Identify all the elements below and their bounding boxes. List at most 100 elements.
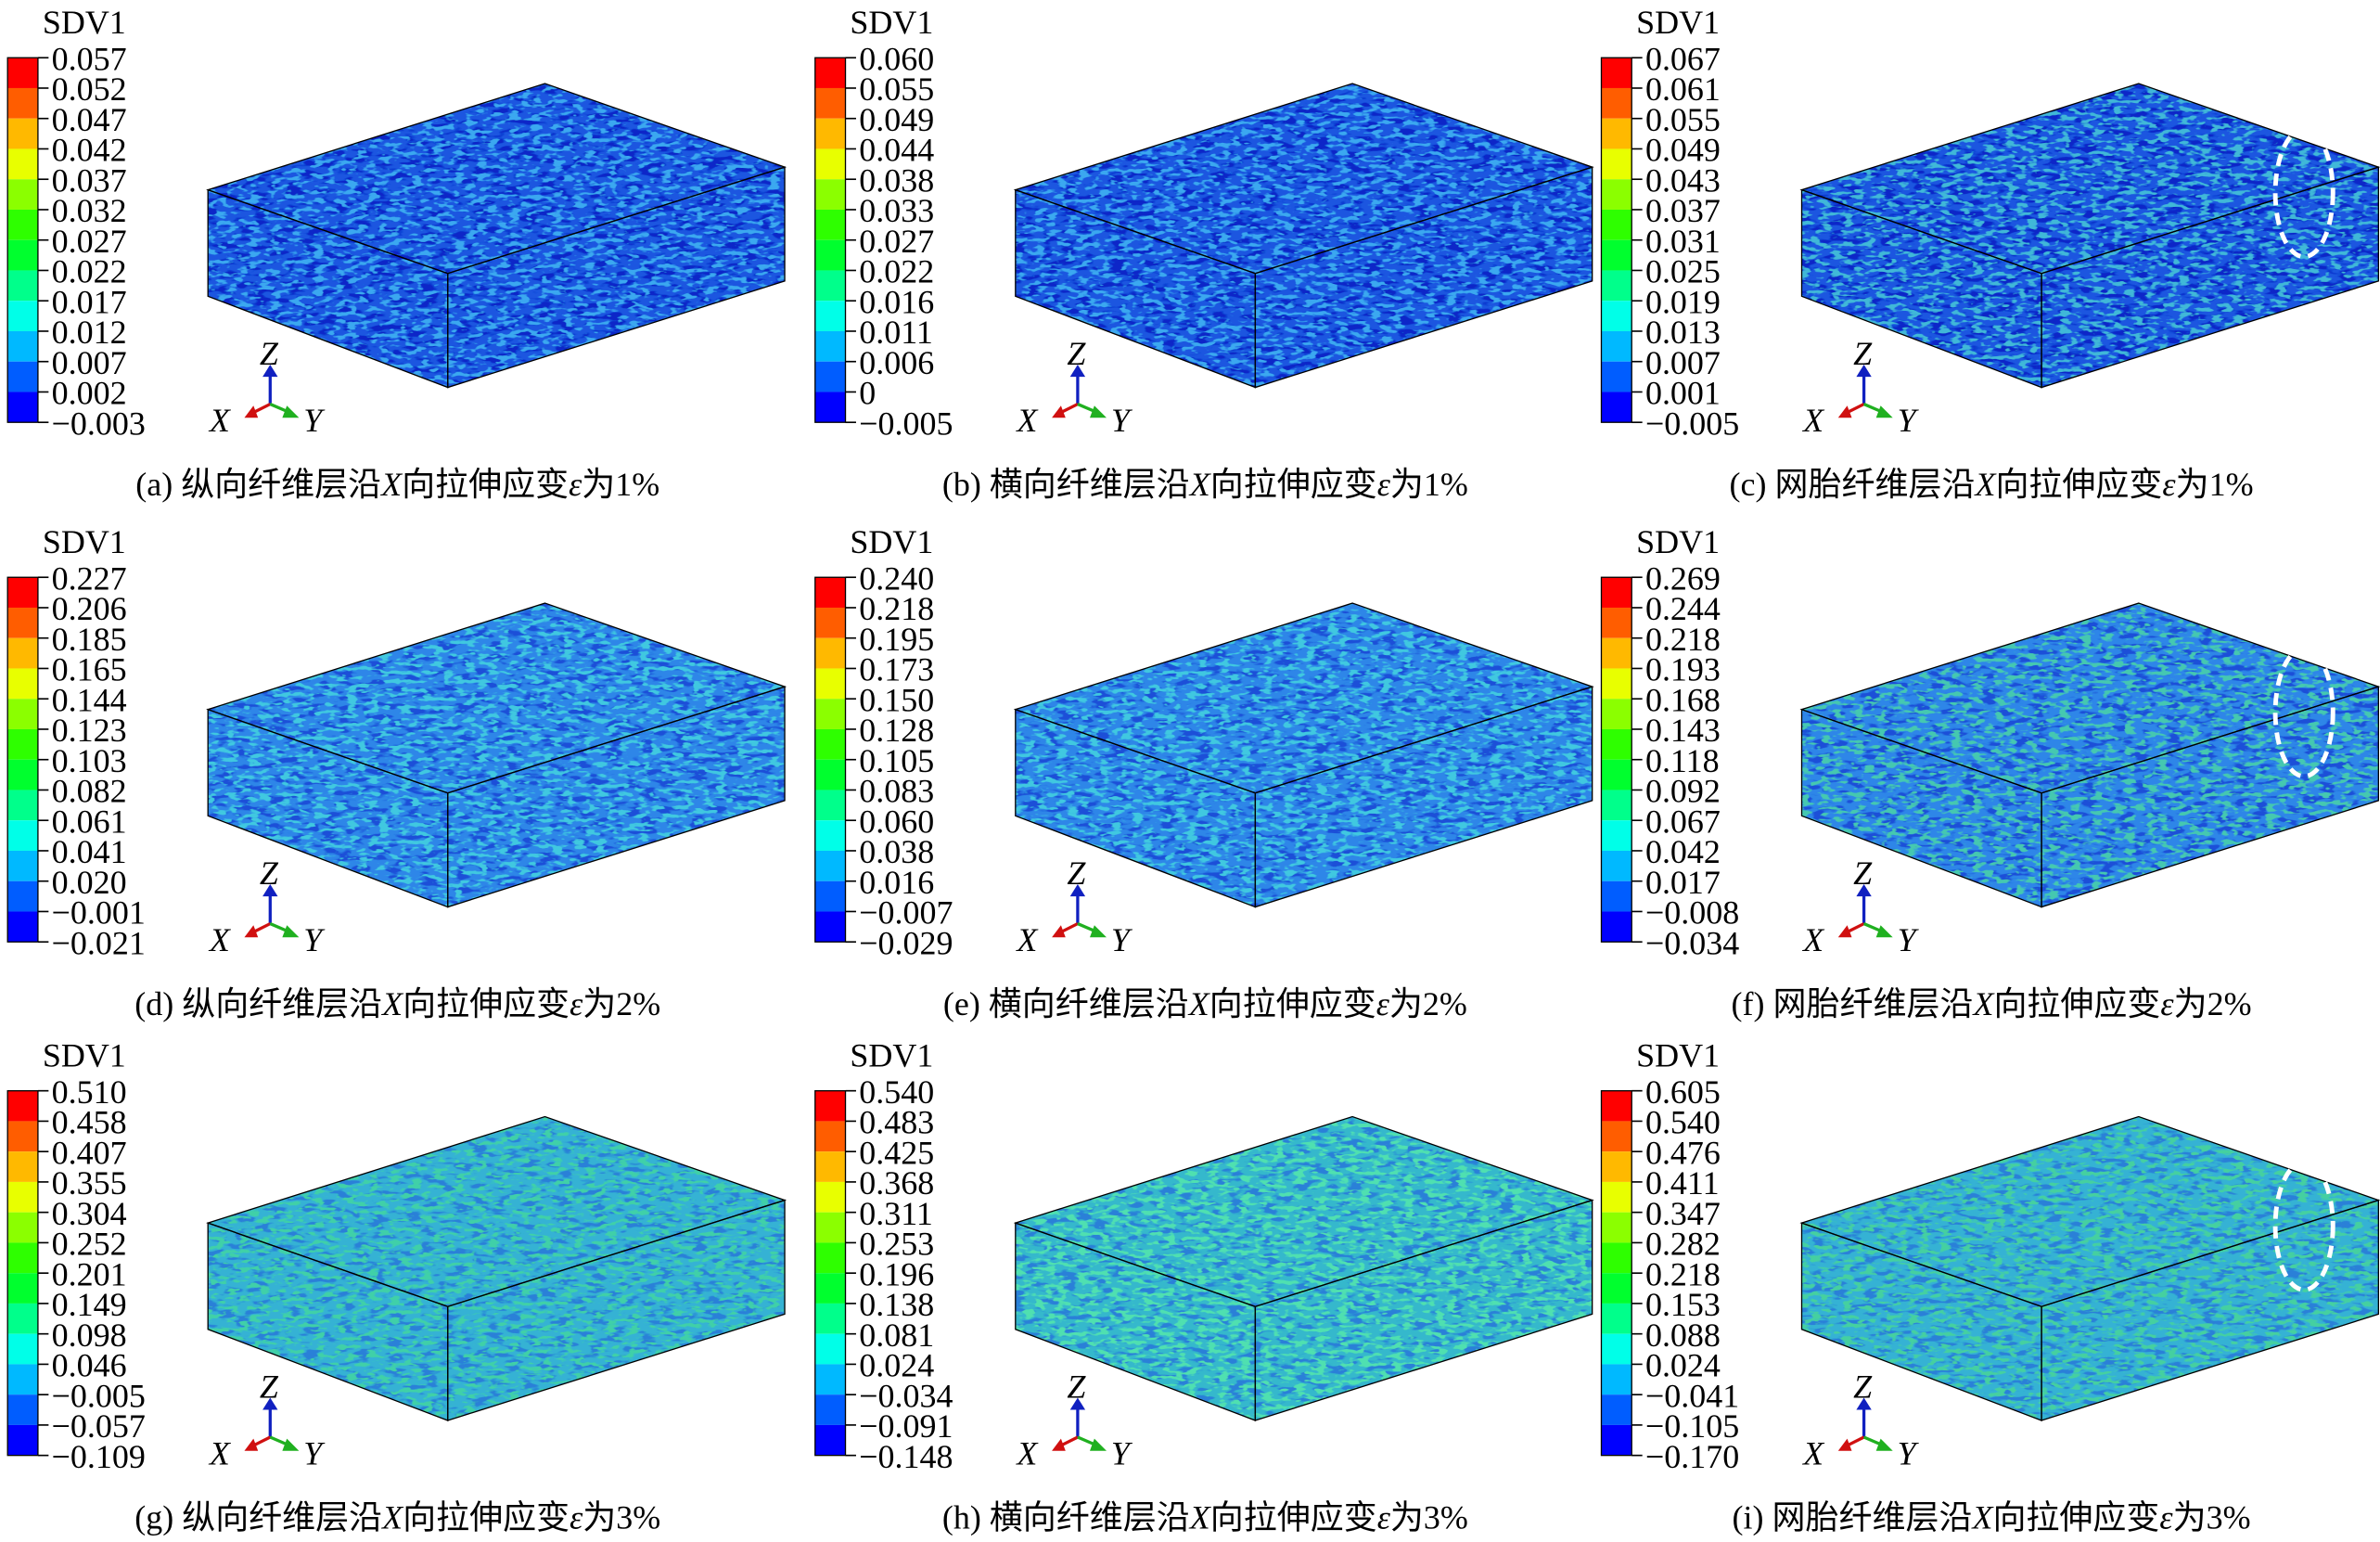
legend-label: 0.082 [52,773,127,810]
legend-band [1601,911,1632,943]
arrow-y [1875,1438,1893,1451]
legend-band [7,759,38,790]
box-edge [1254,1199,1593,1421]
arrow-x [1052,1438,1066,1451]
box [208,1116,786,1421]
legend-label: −0.091 [859,1407,953,1445]
box [1015,603,1593,907]
legend-band [7,58,38,88]
triad-x: X [1015,402,1039,439]
legend-label: 0.055 [1645,101,1721,138]
caption-part: 向拉伸应变 [1992,1498,2159,1536]
arrow-z [1069,1397,1086,1410]
legend-band [7,1364,38,1395]
caption-part: ε [569,1498,583,1536]
legend-band [1601,118,1632,149]
legend-band [1601,1333,1632,1365]
box-face [208,709,448,907]
legend-band [814,850,846,881]
legend-band [814,1303,846,1334]
arrow-z [262,364,278,378]
triad-y: Y [1898,1434,1920,1471]
box-face [1015,189,1256,388]
legend-band [7,1424,38,1456]
caption-part: ε [2159,1498,2173,1536]
legend-label: 0.038 [859,161,934,199]
legend-title: SDV1 [43,4,126,41]
legend-label: 0.185 [52,621,127,658]
legend-band [814,1273,846,1304]
legend-band [1601,1212,1632,1243]
legend-label: 0.001 [1645,375,1721,412]
legend-band [7,239,38,271]
legend-band [814,58,846,88]
panel: SDV10.0600.0550.0490.0440.0380.0330.0270… [814,4,1594,503]
box-face [208,603,786,793]
box [1801,84,2379,388]
box-face [1801,189,2042,388]
panel: SDV10.0670.0610.0550.0490.0430.0370.0310… [1600,4,2380,503]
legend-band [7,880,38,912]
box-face [2041,687,2379,907]
legend-label: 0.047 [52,101,127,138]
legend-label: 0.022 [859,253,934,290]
box-edge [447,686,786,908]
legend-label: 0.173 [859,651,934,688]
legend-band [1601,607,1632,638]
caption-part: 向拉伸应变 [1210,466,1377,503]
legend-label: 0.092 [1645,773,1721,810]
caption-part: X [1188,466,1212,503]
legend-label: 0.031 [1645,223,1721,260]
legend-band [814,87,846,119]
triad-y: Y [1111,921,1133,958]
legend-label: −0.034 [1645,924,1739,961]
legend-label: 0.244 [1645,590,1721,627]
box-face [1015,603,1593,793]
legend-label: 0.067 [1645,803,1721,840]
caption: (g) 纵向纤维层沿X向拉伸应变ε为3% [134,1498,660,1536]
legend-band [814,239,846,271]
caption-part: ε [2162,466,2176,503]
legend-label: 0.060 [859,40,934,77]
triad-x: X [208,921,232,958]
triad-z: Z [1853,335,1873,372]
box-face [208,1223,448,1421]
box-edge [447,166,786,389]
legend-band [1601,759,1632,790]
legend-label: 0.052 [52,71,127,108]
caption-part: X [1971,985,1995,1022]
legend-band [814,637,846,669]
legend-label: 0.510 [52,1073,127,1111]
caption: (b) 横向纤维层沿X向拉伸应变ε为1% [942,466,1468,503]
legend-label: 0.016 [859,864,934,901]
legend-label: 0.193 [1645,651,1721,688]
triad-y: Y [303,1434,326,1471]
legend-label: 0.407 [52,1134,127,1171]
legend-label: 0.037 [1645,192,1721,229]
legend-label: −0.109 [52,1438,146,1475]
legend-band [814,607,846,638]
legend-label: 0.098 [52,1317,127,1354]
legend-label: 0.425 [859,1134,934,1171]
panel: SDV10.2400.2180.1950.1730.1500.1280.1050… [814,523,1594,1022]
legend-band [814,179,846,210]
legend-band [1601,637,1632,669]
legend-label: 0.540 [859,1073,934,1111]
legend-title: SDV1 [1636,523,1720,560]
legend-label: 0 [859,375,876,412]
legend-label: 0.168 [1645,681,1721,718]
legend-label: 0.002 [52,375,127,412]
arrow-x [1837,925,1852,938]
caption-part: 向拉伸应变 [403,1498,569,1536]
legend-label: 0.143 [1645,712,1721,749]
panel: SDV10.2270.2060.1850.1650.1440.1230.1030… [6,523,787,1022]
legend-label: 0.311 [859,1195,933,1232]
legend-band [1601,239,1632,271]
triad-x: X [1015,1434,1039,1471]
legend-band [1601,1151,1632,1182]
highlight-ellipse [2272,1160,2335,1292]
caption-part: (i) 网胎纤维层沿 [1733,1498,1973,1536]
arrow-z [1856,883,1872,897]
legend-label: 0.540 [1645,1104,1721,1141]
triad-z: Z [1067,855,1086,892]
